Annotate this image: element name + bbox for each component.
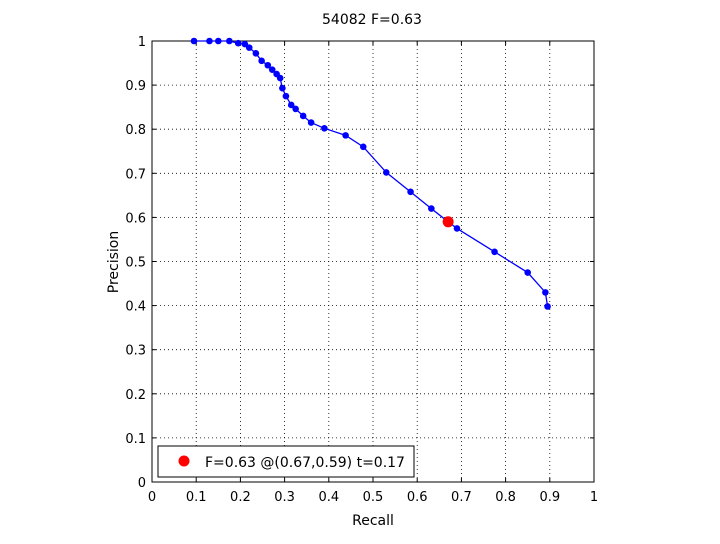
x-tick-label: 0.3 (274, 490, 295, 505)
legend-marker (178, 455, 190, 467)
chart-title: 54082 F=0.63 (322, 12, 422, 28)
data-point (524, 269, 531, 276)
y-tick-label: 0.1 (125, 432, 146, 447)
axis-ticks (151, 40, 595, 483)
data-point (268, 66, 276, 73)
data-point (245, 44, 253, 51)
data-point (453, 225, 461, 232)
data-point (206, 37, 213, 45)
y-tick-label: 0.8 (125, 123, 146, 138)
x-tick-label: 0.7 (451, 490, 472, 505)
data-point (279, 84, 286, 92)
x-tick-label: 0.1 (186, 490, 207, 505)
x-axis-label: Recall (352, 513, 394, 529)
data-point (292, 105, 299, 113)
data-point (264, 61, 272, 69)
x-tick-label: 0.8 (495, 490, 516, 505)
x-tick-label: 1 (590, 490, 598, 505)
grid-lines (152, 41, 594, 482)
data-point (282, 92, 290, 100)
data-point (241, 40, 249, 48)
data-point (307, 119, 315, 126)
data-point (258, 57, 265, 65)
y-tick-labels: 0 0.1 0.2 0.3 0.4 0.5 0.6 0.7 0.8 0.9 1 (125, 35, 146, 491)
x-tick-label: 0.9 (539, 490, 560, 505)
data-point (359, 143, 367, 151)
data-point (190, 37, 198, 45)
legend-label: F=0.63 @(0.67,0.59) t=0.17 (205, 455, 405, 471)
data-point (321, 125, 328, 132)
y-tick-label: 0.2 (125, 388, 146, 403)
y-tick-label: 0.3 (125, 344, 146, 359)
y-tick-label: 0 (138, 476, 146, 491)
x-tick-labels: 0 0.1 0.2 0.3 0.4 0.5 0.6 0.7 0.8 0.9 1 (148, 490, 598, 505)
data-point (407, 188, 414, 196)
highlight-layer (442, 216, 454, 228)
x-tick-label: 0.2 (230, 490, 251, 505)
data-point (544, 303, 551, 310)
legend-box (157, 445, 415, 478)
data-point (542, 289, 549, 296)
data-point (252, 50, 260, 57)
data-point (342, 132, 349, 139)
x-tick-label: 0.5 (363, 490, 384, 505)
data-point (276, 74, 284, 82)
y-axis-label: Precision (106, 231, 122, 293)
y-tick-label: 0.9 (125, 79, 146, 94)
data-point (215, 37, 222, 45)
y-tick-label: 0.5 (125, 256, 146, 271)
x-tick-label: 0.6 (407, 490, 428, 505)
series-layer (190, 37, 551, 310)
data-point (299, 112, 307, 120)
data-point (287, 101, 295, 109)
y-tick-label: 0.7 (125, 167, 146, 182)
x-tick-label: 0.4 (318, 490, 339, 505)
y-tick-label: 0.6 (125, 211, 146, 226)
data-point (382, 169, 390, 176)
y-tick-label: 1 (138, 35, 146, 50)
data-point (234, 39, 242, 47)
x-tick-label: 0 (148, 490, 156, 505)
data-point (428, 205, 435, 212)
y-tick-label: 0.4 (125, 300, 146, 315)
data-point (491, 248, 498, 256)
best-f-point (442, 216, 454, 228)
data-point (226, 37, 233, 45)
legend: F=0.63 @(0.67,0.59) t=0.17 (157, 445, 415, 478)
